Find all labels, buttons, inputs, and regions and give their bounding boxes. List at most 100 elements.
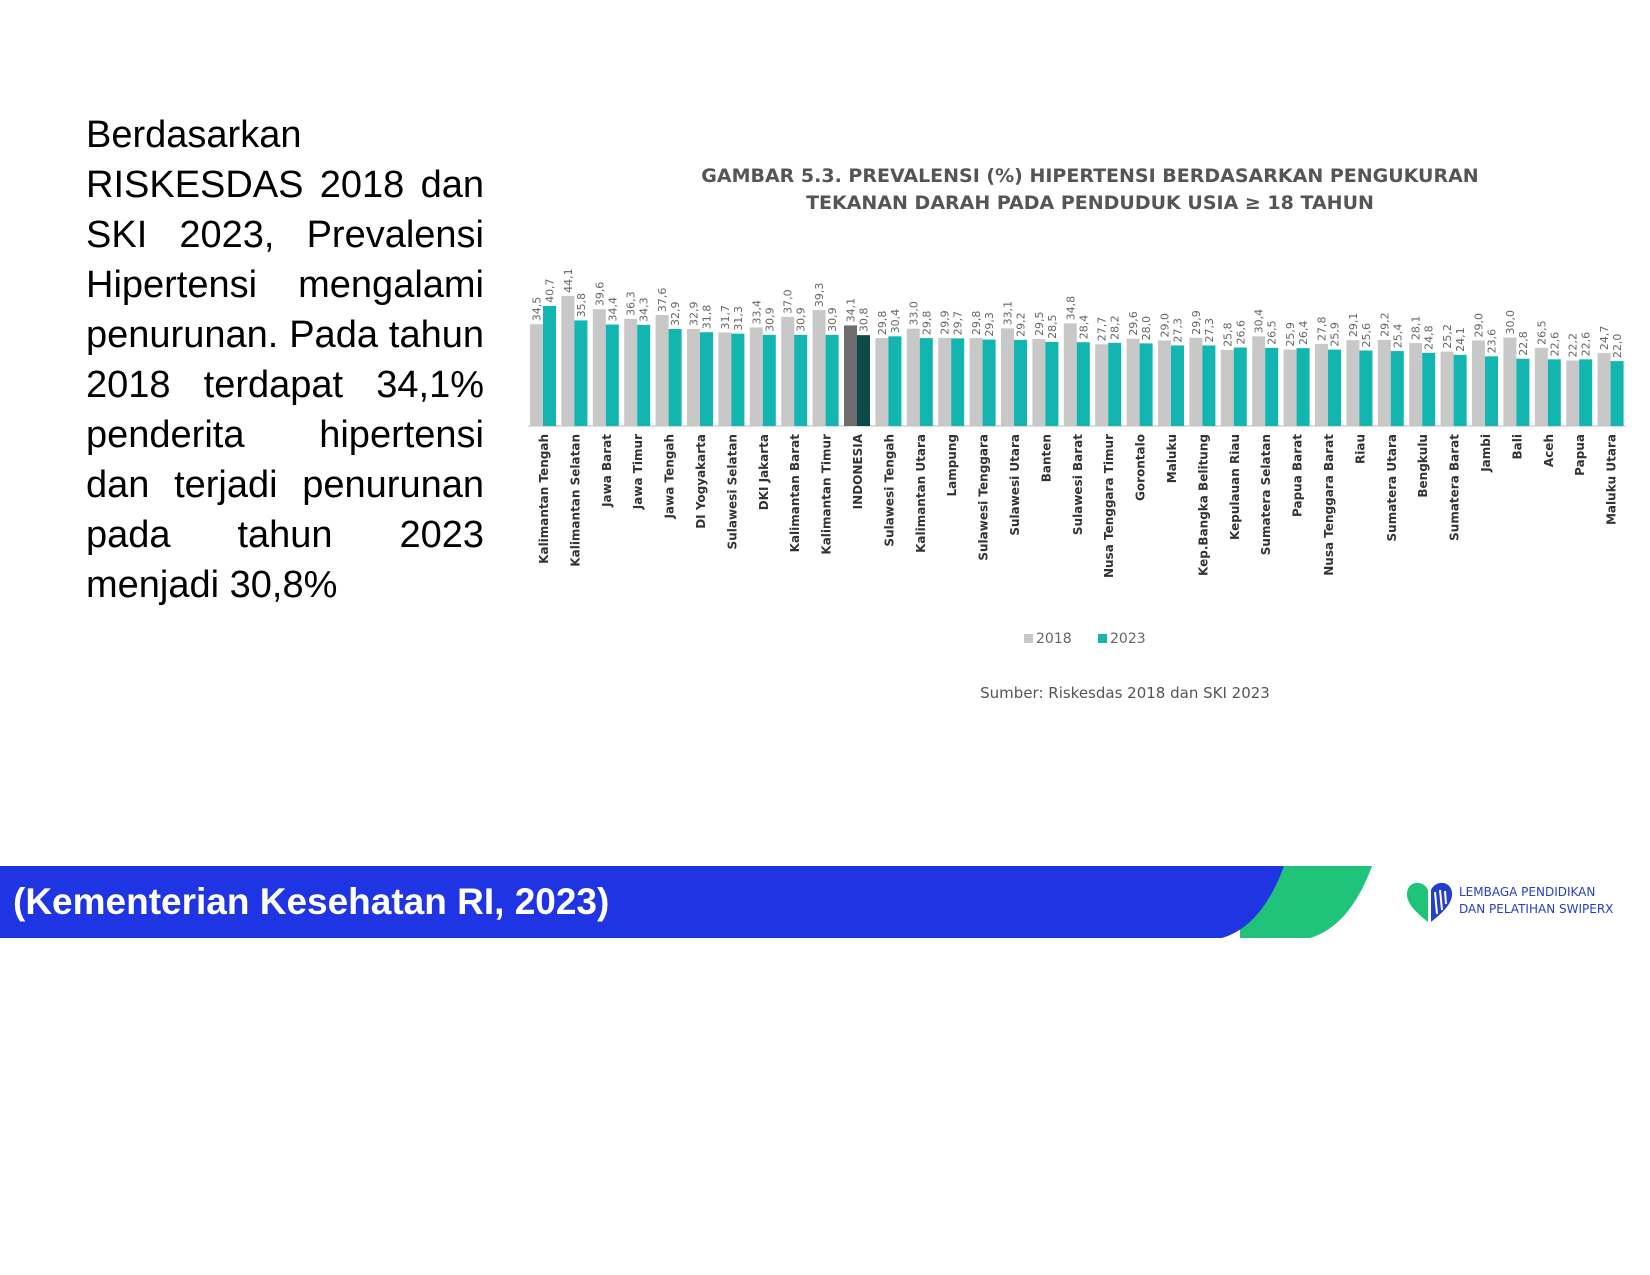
category-label: Sulawesi Tenggara (977, 434, 991, 561)
data-label-2018: 29,0 (1159, 313, 1172, 338)
category-label: Aceh (1542, 434, 1556, 467)
data-label-2018: 33,1 (1002, 301, 1015, 326)
bar-2023 (1202, 345, 1216, 426)
bar-2018 (1315, 343, 1328, 426)
bar-2018 (1503, 337, 1517, 426)
category-label: Bali (1510, 434, 1524, 459)
category-label: Sumatera Selatan (1259, 434, 1273, 555)
bar-2023 (951, 338, 965, 426)
data-label-2018: 39,6 (593, 282, 606, 307)
bar-2023 (762, 334, 776, 426)
bar-2018 (1377, 339, 1391, 426)
data-label-2023: 26,4 (1297, 321, 1310, 346)
bar-2023 (668, 328, 682, 426)
bar-2023 (919, 338, 933, 426)
footer-blue-shape (0, 866, 1284, 938)
bar-2023 (1045, 341, 1059, 426)
bar-2023 (1516, 358, 1530, 426)
category-label: Papua (1573, 434, 1587, 476)
bar-2023 (543, 305, 556, 426)
bar-2018 (875, 338, 889, 426)
data-label-2023: 22,8 (1517, 331, 1530, 356)
data-label-2018: 29,1 (1347, 313, 1360, 338)
data-label-2023: 29,2 (1015, 312, 1028, 337)
bar-2018 (1472, 340, 1485, 426)
bar-2018 (1189, 337, 1203, 426)
bar-2018 (969, 338, 983, 426)
data-label-2023: 26,5 (1266, 320, 1279, 345)
bar-2018 (1063, 323, 1077, 426)
data-label-2023: 28,2 (1109, 315, 1122, 340)
data-label-2023: 28,5 (1046, 314, 1059, 339)
data-label-2018: 26,5 (1535, 320, 1548, 345)
bar-2023 (1014, 339, 1027, 426)
data-label-2023: 25,9 (1329, 322, 1342, 347)
bar-2018 (812, 310, 826, 426)
data-label-2018: 29,8 (876, 311, 889, 336)
bar-2018 (781, 316, 795, 426)
bar-2023 (1328, 349, 1341, 426)
data-label-2023: 32,9 (669, 301, 682, 326)
bar-2023 (1453, 354, 1467, 426)
bar-2023 (1547, 359, 1561, 426)
chart-source: Sumber: Riskesdas 2018 dan SKI 2023 (980, 684, 1270, 702)
data-label-2023: 30,9 (763, 307, 776, 331)
data-label-2018: 29,2 (1378, 312, 1391, 337)
data-label-2018: 32,9 (688, 301, 701, 326)
data-label-2018: 25,9 (1284, 322, 1297, 347)
category-label: INDONESIA (851, 433, 865, 509)
legend-swatch-2018 (1024, 634, 1033, 643)
data-label-2023: 26,6 (1234, 320, 1247, 345)
bar-2018 (1220, 349, 1234, 426)
data-label-2018: 29,9 (1190, 310, 1203, 335)
bar-2018 (1032, 338, 1046, 426)
category-label: Jambi (1479, 434, 1493, 473)
bar-2023 (825, 334, 839, 426)
bar-2018 (938, 337, 952, 426)
data-label-2023: 28,4 (1077, 315, 1090, 340)
data-label-2023: 24,8 (1423, 325, 1436, 350)
data-label-2018: 29,5 (1033, 311, 1046, 336)
legend-label-2018: 2018 (1036, 631, 1072, 647)
category-label: Kalimantan Tengah (537, 434, 551, 564)
category-label: Sumatera Utara (1385, 434, 1399, 541)
data-label-2018: 28,1 (1410, 316, 1423, 341)
category-label: Maluku Utara (1605, 434, 1619, 525)
data-label-2023: 31,8 (701, 305, 714, 330)
bar-2018 (624, 318, 638, 426)
bar-2018 (1440, 351, 1454, 426)
category-label: Nusa Tenggara Barat (1322, 434, 1336, 576)
data-label-2023: 24,1 (1454, 327, 1467, 352)
data-label-2018: 33,4 (750, 300, 763, 324)
bar-2023 (1485, 356, 1498, 426)
category-label: Gorontalo (1134, 434, 1148, 501)
heart-logo-icon (1406, 882, 1453, 922)
slide-paragraph: Berdasarkan RISKESDAS 2018 dan SKI 2023,… (86, 114, 484, 606)
data-label-2023: 34,3 (638, 297, 651, 322)
data-label-2023: 30,4 (889, 309, 902, 334)
data-label-2018: 25,8 (1221, 322, 1234, 347)
data-label-2018: 29,6 (1127, 311, 1140, 336)
data-label-2018: 27,8 (1316, 316, 1329, 341)
bar-2018 (530, 324, 543, 426)
data-label-2018: 33,0 (907, 301, 920, 326)
bar-2018 (1566, 360, 1580, 426)
bar-2023 (1265, 347, 1279, 426)
data-label-2018: 37,0 (782, 289, 795, 314)
category-label: DI Yogyakarta (694, 434, 708, 529)
data-label-2023: 35,8 (575, 293, 588, 318)
category-label: Kalimantan Barat (788, 434, 802, 553)
category-label: Kalimantan Utara (914, 434, 928, 553)
bar-2023 (1359, 350, 1373, 426)
data-label-2018: 29,9 (939, 310, 952, 335)
bar-2023 (857, 335, 870, 426)
data-label-2018: 30,4 (1253, 309, 1266, 334)
data-label-2023: 28,0 (1140, 316, 1153, 341)
data-label-2023: 34,4 (606, 297, 619, 322)
bar-2018 (687, 328, 700, 426)
bar-2018 (1158, 340, 1171, 426)
data-label-2018: 39,3 (813, 283, 826, 308)
data-label-2023: 25,4 (1391, 324, 1404, 349)
data-label-2018: 34,5 (531, 297, 544, 322)
bar-2023 (731, 333, 745, 426)
